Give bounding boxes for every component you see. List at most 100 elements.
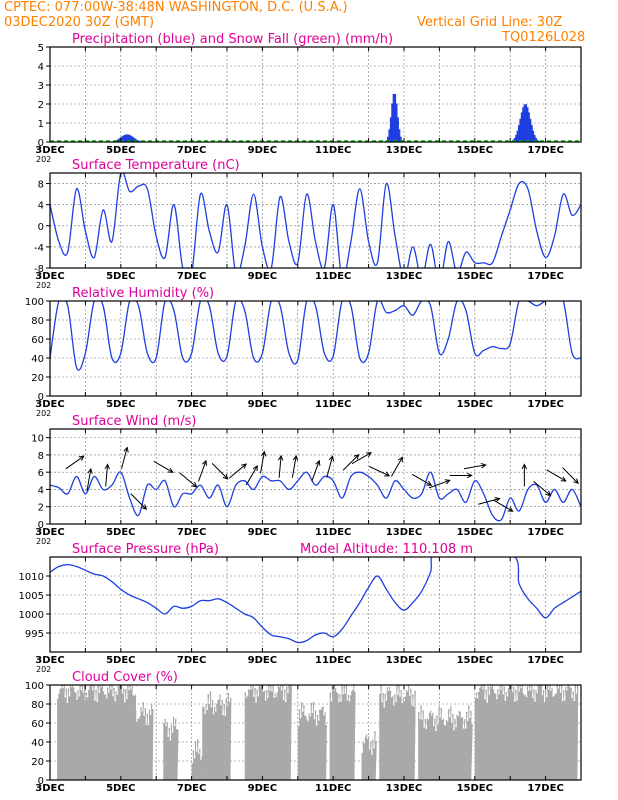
pressure-y-tick-label: 995 (25, 629, 44, 640)
wind-arrow-head (444, 479, 451, 485)
x-axis-date-label: 13DEC (386, 527, 422, 538)
cloud-cover-y-tick-label: 20 (31, 757, 44, 768)
humidity-y-tick-label: 20 (31, 373, 44, 384)
precipitation-bar (398, 129, 401, 142)
precipitation-data (50, 93, 581, 142)
precipitation-bar (391, 103, 394, 142)
cloud-cover-panel: 0 20 40 60 80 100 Cloud Cover (%) 3DEC 5DEC 7DEC 9… (25, 670, 582, 794)
wind-arrow-head (260, 450, 267, 457)
temperature-y-tick-label: -8 (34, 264, 44, 275)
x-axis-date-label: 7DEC (177, 783, 206, 794)
wind-arrow-head (507, 506, 514, 512)
precipitation-bar (118, 138, 121, 142)
x-axis-date-label: 11DEC (315, 655, 351, 666)
x-axis-date-label: 15DEC (457, 271, 493, 282)
precipitation-bar (527, 112, 530, 142)
precipitation-bar (126, 134, 129, 142)
x-axis-date-label: 7DEC (177, 527, 206, 538)
wind-arrow-head (315, 459, 321, 466)
precipitation-bar (116, 139, 119, 142)
x-axis-date-label: 9DEC (248, 527, 277, 538)
cloud-cover-area (244, 685, 292, 780)
wind-arrow (493, 499, 513, 512)
wind-arrow (86, 468, 92, 491)
cloud-cover-area (361, 731, 377, 780)
wind-arrow (153, 460, 174, 473)
wind-arrow-head (141, 504, 148, 510)
precipitation-bar (399, 136, 402, 142)
pressure-frame (49, 556, 582, 653)
x-axis-date-label: 3DEC (35, 783, 64, 794)
wind-arrow (65, 455, 85, 470)
precipitation-title: Precipitation (blue) and Snow Fall (gree… (72, 32, 393, 47)
precipitation-bar (517, 125, 520, 142)
wind-arrow-head (366, 452, 373, 458)
wind-arrow (179, 472, 197, 488)
wind-arrow (411, 473, 432, 486)
precipitation-bar (137, 140, 140, 142)
cloud-cover-frame (49, 684, 582, 781)
wind-y-tick-label: 6 (38, 468, 44, 479)
precipitation-bar (529, 118, 532, 142)
wind-frame (49, 428, 582, 525)
pressure-y-tick-label: 1005 (19, 591, 44, 602)
wind-arrow-head (252, 464, 258, 471)
wind-arrow-head (353, 453, 360, 460)
precipitation-panel: 0 1 2 3 4 5 Precipitation (blue) and Snow Fall… (35, 32, 582, 164)
x-axis-date-label: 11DEC (315, 145, 351, 156)
x-axis-date-label: 17DEC (527, 527, 563, 538)
x-axis-date-label: 3DEC (35, 527, 64, 538)
cloud-cover-area (57, 685, 137, 780)
x-axis-date-label: 3DEC (35, 271, 64, 282)
x-axis-date-label: 3DEC (35, 399, 64, 410)
cloud-cover-area (418, 705, 473, 780)
header-code: TQ0126L028 (502, 30, 586, 45)
cloud-cover-y-tick-label: 40 (31, 738, 44, 749)
wind-y-tick-label: 10 (31, 434, 44, 445)
wind-arrow-head (78, 455, 85, 461)
precipitation-bar (387, 136, 390, 142)
x-axis-date-label: 9DEC (248, 399, 277, 410)
x-axis-date-label: 9DEC (248, 783, 277, 794)
wind-arrow-head (397, 456, 403, 463)
x-axis-date-label: 13DEC (386, 145, 422, 156)
x-axis-date-label: 13DEC (386, 271, 422, 282)
wind-arrow-head (466, 472, 473, 479)
precipitation-bar (394, 93, 397, 142)
temperature-frame (49, 172, 582, 269)
wind-arrow-head (384, 471, 391, 477)
wind-y-tick-label: 8 (38, 451, 44, 462)
x-axis-date-label: 15DEC (457, 655, 493, 666)
x-axis-year-label: 202 (36, 409, 51, 418)
wind-arrow (245, 465, 258, 486)
wind-arrow-head (545, 490, 552, 497)
wind-arrow (311, 460, 320, 482)
temperature-series-line (50, 173, 581, 268)
temperature-y-tick-label: -4 (34, 243, 44, 254)
wind-y-tick-label: 0 (38, 520, 44, 531)
x-axis-date-label: 5DEC (106, 145, 135, 156)
temperature-y-tick-label: 0 (38, 222, 44, 233)
wind-arrow-head (222, 474, 229, 480)
wind-arrow-head (426, 480, 433, 486)
precipitation-bar (513, 137, 516, 142)
x-axis-year-label: 202 (36, 537, 51, 546)
precipitation-bar (533, 134, 536, 142)
precipitation-bar (516, 130, 519, 142)
x-axis-year-label: 202 (36, 155, 51, 164)
wind-arrow (105, 464, 109, 487)
wind-arrow (390, 457, 403, 477)
x-axis-date-label: 5DEC (106, 271, 135, 282)
precipitation-bar (515, 134, 518, 142)
pressure-y-tick-label: 1010 (19, 572, 44, 583)
wind-arrow (463, 464, 486, 470)
x-axis-year-label: 202 (36, 281, 51, 290)
wind-arrow-head (104, 463, 110, 470)
wind-arrow (533, 480, 551, 496)
temperature-y-tick-label: 8 (38, 180, 44, 191)
wind-arrow (428, 479, 450, 489)
header-location: CPTEC: 077:00W-38:48N WASHINGTON, D.C. (… (4, 0, 348, 15)
wind-arrow-head (560, 476, 567, 482)
chart-header: CPTEC: 077:00W-38:48N WASHINGTON, D.C. (… (0, 0, 618, 48)
header-grid-info: Vertical Grid Line: 30Z (417, 15, 563, 30)
